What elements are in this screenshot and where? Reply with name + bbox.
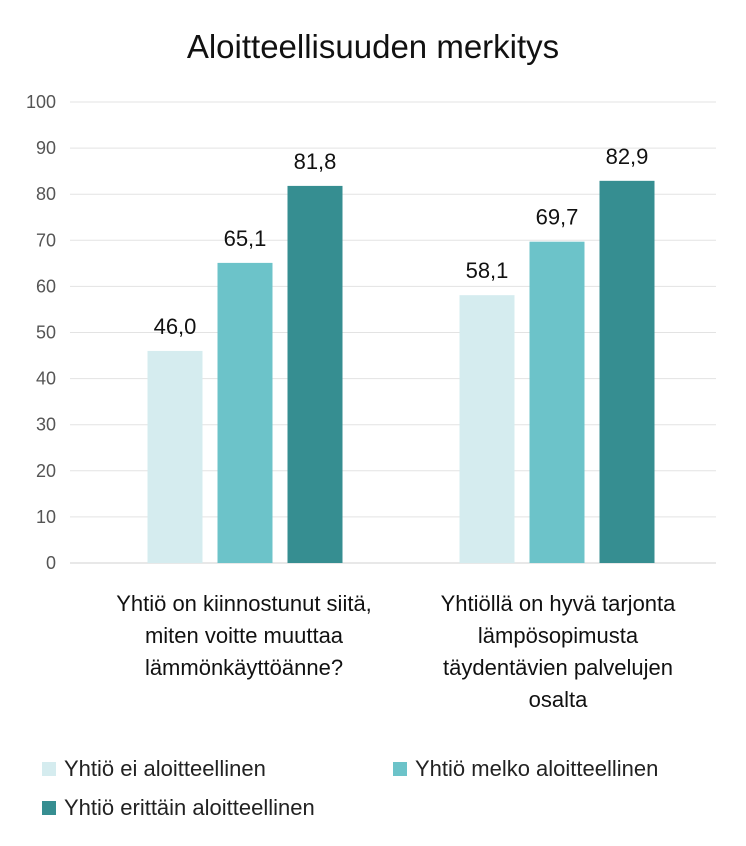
bar — [217, 262, 273, 563]
y-tick-label: 100 — [26, 92, 56, 112]
bar — [287, 185, 343, 564]
legend-swatch — [42, 762, 56, 776]
y-tick-label: 20 — [36, 461, 56, 481]
legend-label: Yhtiö erittäin aloitteellinen — [64, 795, 315, 820]
legend-item-melko-aloitteellinen: Yhtiö melko aloitteellinen — [393, 756, 658, 782]
legend-label: Yhtiö melko aloitteellinen — [415, 756, 659, 781]
legend-item-erittain-aloitteellinen: Yhtiö erittäin aloitteellinen — [42, 795, 315, 821]
category-label-2: Yhtiöllä on hyvä tarjonta lämpösopimusta… — [398, 588, 718, 716]
chart-title: Aloitteellisuuden merkitys — [187, 28, 559, 65]
data-label: 82,9 — [606, 144, 649, 169]
category-label-line: Yhtiöllä on hyvä tarjonta — [440, 591, 676, 616]
y-tick-label: 80 — [36, 184, 56, 204]
data-label: 65,1 — [224, 226, 267, 251]
y-tick-label: 0 — [46, 553, 56, 573]
y-tick-label: 30 — [36, 415, 56, 435]
y-tick-label: 60 — [36, 276, 56, 296]
y-tick-label: 50 — [36, 323, 56, 343]
bars — [147, 180, 655, 564]
bar — [459, 295, 515, 563]
data-label: 46,0 — [154, 314, 197, 339]
category-label-line: Yhtiö on kiinnostunut siitä, — [116, 591, 372, 616]
y-tick-label: 10 — [36, 507, 56, 527]
y-axis: 0 10 20 30 40 50 60 70 80 90 100 — [26, 92, 56, 573]
category-label-line: miten voitte muuttaa — [144, 623, 344, 648]
legend-item-ei-aloitteellinen: Yhtiö ei aloitteellinen — [42, 756, 266, 782]
data-label: 81,8 — [294, 149, 337, 174]
y-tick-label: 40 — [36, 369, 56, 389]
bar — [599, 180, 655, 563]
legend-swatch — [393, 762, 407, 776]
data-label: 69,7 — [536, 205, 579, 230]
category-label-line: osalta — [528, 687, 588, 712]
category-label-line: lämpösopimusta — [477, 623, 639, 648]
bar — [147, 350, 203, 563]
legend-label: Yhtiö ei aloitteellinen — [64, 756, 266, 781]
category-label-line: lämmönkäyttöänne? — [144, 655, 344, 680]
category-label-line: täydentävien palvelujen — [443, 655, 673, 680]
data-label: 58,1 — [466, 258, 509, 283]
y-tick-label: 70 — [36, 230, 56, 250]
legend-swatch — [42, 801, 56, 815]
bar — [529, 241, 585, 564]
data-labels: 46,0 58,1 65,1 69,7 81,8 82,9 — [154, 144, 649, 339]
y-tick-label: 90 — [36, 138, 56, 158]
category-label-1: Yhtiö on kiinnostunut siitä, miten voitt… — [84, 588, 404, 684]
